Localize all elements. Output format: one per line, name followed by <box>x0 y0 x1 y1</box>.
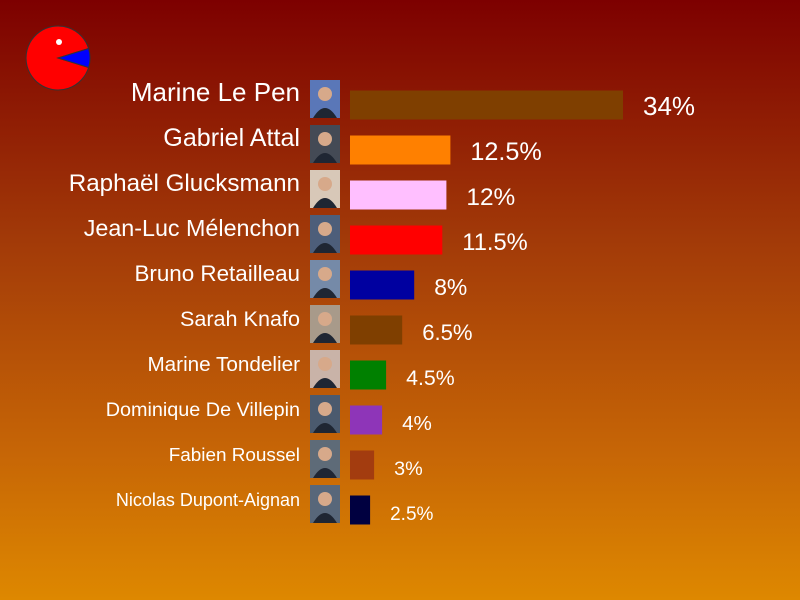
bar-row: Marine Tondelier 4.5% <box>147 350 455 390</box>
value-label: 6.5% <box>422 320 472 345</box>
portrait-face <box>318 447 332 461</box>
candidate-name: Marine Tondelier <box>147 353 300 376</box>
bar <box>350 180 447 210</box>
value-label: 12% <box>466 184 515 211</box>
portrait-body <box>313 513 337 523</box>
candidate-name: Nicolas Dupont-Aignan <box>116 490 300 510</box>
logo-eye <box>56 39 62 45</box>
portrait-face <box>318 312 332 326</box>
value-label: 2.5% <box>390 504 433 525</box>
portrait-face <box>318 402 332 416</box>
portrait-body <box>313 198 337 208</box>
portrait-body <box>313 288 337 298</box>
bar-row: Fabien Roussel 3% <box>169 440 423 480</box>
candidate-portrait <box>310 125 340 163</box>
bar-row: Raphaël Glucksmann 12% <box>69 170 515 211</box>
candidate-portrait <box>310 80 340 118</box>
value-label: 3% <box>394 458 423 480</box>
portrait-body <box>313 153 337 163</box>
bar-row: Gabriel Attal 12.5% <box>163 124 542 166</box>
candidate-portrait <box>310 260 340 298</box>
logo-blue-slice <box>56 47 91 69</box>
candidate-name: Marine Le Pen <box>131 77 300 107</box>
portrait-body <box>313 333 337 343</box>
portrait-body <box>313 423 337 433</box>
candidate-name: Sarah Knafo <box>180 306 300 331</box>
candidate-portrait <box>310 215 340 253</box>
pacman-pie-logo-icon <box>25 25 91 91</box>
candidate-portrait <box>310 440 340 478</box>
portrait-body <box>313 378 337 388</box>
bar-row: Sarah Knafo 6.5% <box>180 305 473 345</box>
candidate-name: Jean-Luc Mélenchon <box>84 215 300 241</box>
bar <box>350 495 371 525</box>
value-label: 4.5% <box>406 366 455 390</box>
bar-row: Dominique De Villepin 4% <box>106 395 432 435</box>
value-label: 12.5% <box>470 138 541 166</box>
candidate-portrait <box>310 395 340 433</box>
bar-row: Jean-Luc Mélenchon 11.5% <box>84 215 528 256</box>
bar <box>350 90 623 120</box>
portrait-face <box>318 177 332 191</box>
value-label: 11.5% <box>462 230 527 256</box>
bar <box>350 405 383 435</box>
bar-row: Nicolas Dupont-Aignan 2.5% <box>116 485 434 525</box>
bar <box>350 450 375 480</box>
portrait-face <box>318 87 332 101</box>
candidate-name: Raphaël Glucksmann <box>69 170 300 197</box>
value-label: 4% <box>402 412 432 435</box>
candidate-portrait <box>310 170 340 208</box>
portrait-body <box>313 468 337 478</box>
value-label: 8% <box>434 274 467 300</box>
candidate-portrait <box>310 305 340 343</box>
candidate-name: Fabien Roussel <box>169 445 300 466</box>
candidate-name: Bruno Retailleau <box>134 261 300 286</box>
bar <box>350 270 415 300</box>
candidate-name: Dominique De Villepin <box>106 399 300 421</box>
portrait-face <box>318 267 332 281</box>
candidate-portrait <box>310 485 340 523</box>
portrait-face <box>318 492 332 506</box>
bar <box>350 315 403 345</box>
portrait-body <box>313 243 337 253</box>
portrait-face <box>318 222 332 236</box>
portrait-face <box>318 357 332 371</box>
value-label: 34% <box>643 91 695 121</box>
candidate-name: Gabriel Attal <box>163 124 300 152</box>
bar <box>350 135 451 165</box>
bar <box>350 360 387 390</box>
bar <box>350 225 443 255</box>
bar-row: Bruno Retailleau 8% <box>134 260 467 300</box>
bar-row: Marine Le Pen 34% <box>131 77 695 121</box>
portrait-body <box>313 108 337 118</box>
candidate-portrait <box>310 350 340 388</box>
portrait-face <box>318 132 332 146</box>
